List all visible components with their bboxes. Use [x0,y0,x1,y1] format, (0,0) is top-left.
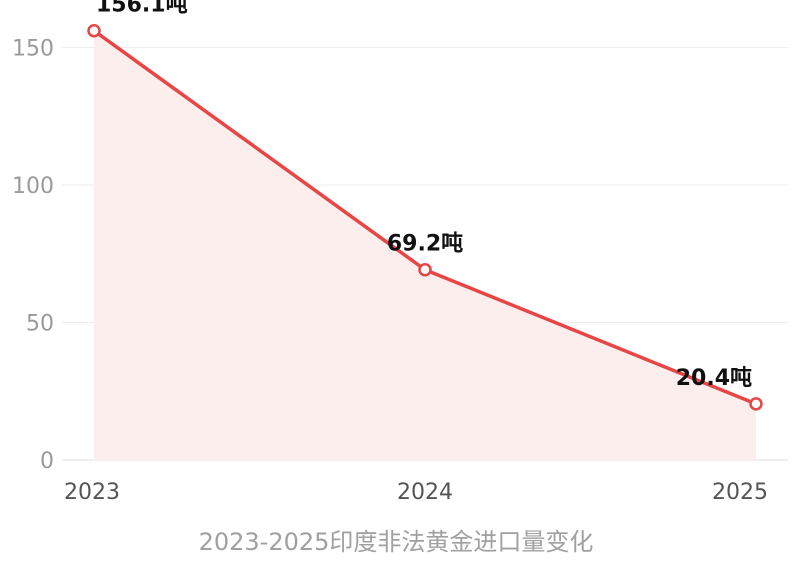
data-point-2025 [749,397,763,411]
x-tick-label: 2023 [64,480,120,505]
x-tick-label: 2024 [397,480,453,505]
data-point-2024 [418,262,432,277]
data-label-2025: 20.4吨 [676,366,752,391]
x-axis-ticks: 2023 2024 2025 [64,480,768,505]
y-axis-ticks: 0 50 100 150 [12,37,54,475]
x-axis-title: 2023-2025印度非法黄金进口量变化 [199,528,594,556]
y-tick-label: 50 [26,312,54,337]
point-layer [87,23,763,411]
data-label-2023: 156.1吨 [96,0,188,18]
area-layer [94,30,756,460]
y-tick-label: 0 [40,449,54,474]
y-tick-label: 100 [12,174,54,199]
data-label-2024: 69.2吨 [387,232,463,257]
data-labels: 156.1吨 69.2吨 20.4吨 [96,0,752,391]
y-tick-label: 150 [12,37,54,62]
data-point-2023 [87,23,101,38]
x-tick-label: 2025 [712,480,768,505]
area-fill [94,30,756,460]
